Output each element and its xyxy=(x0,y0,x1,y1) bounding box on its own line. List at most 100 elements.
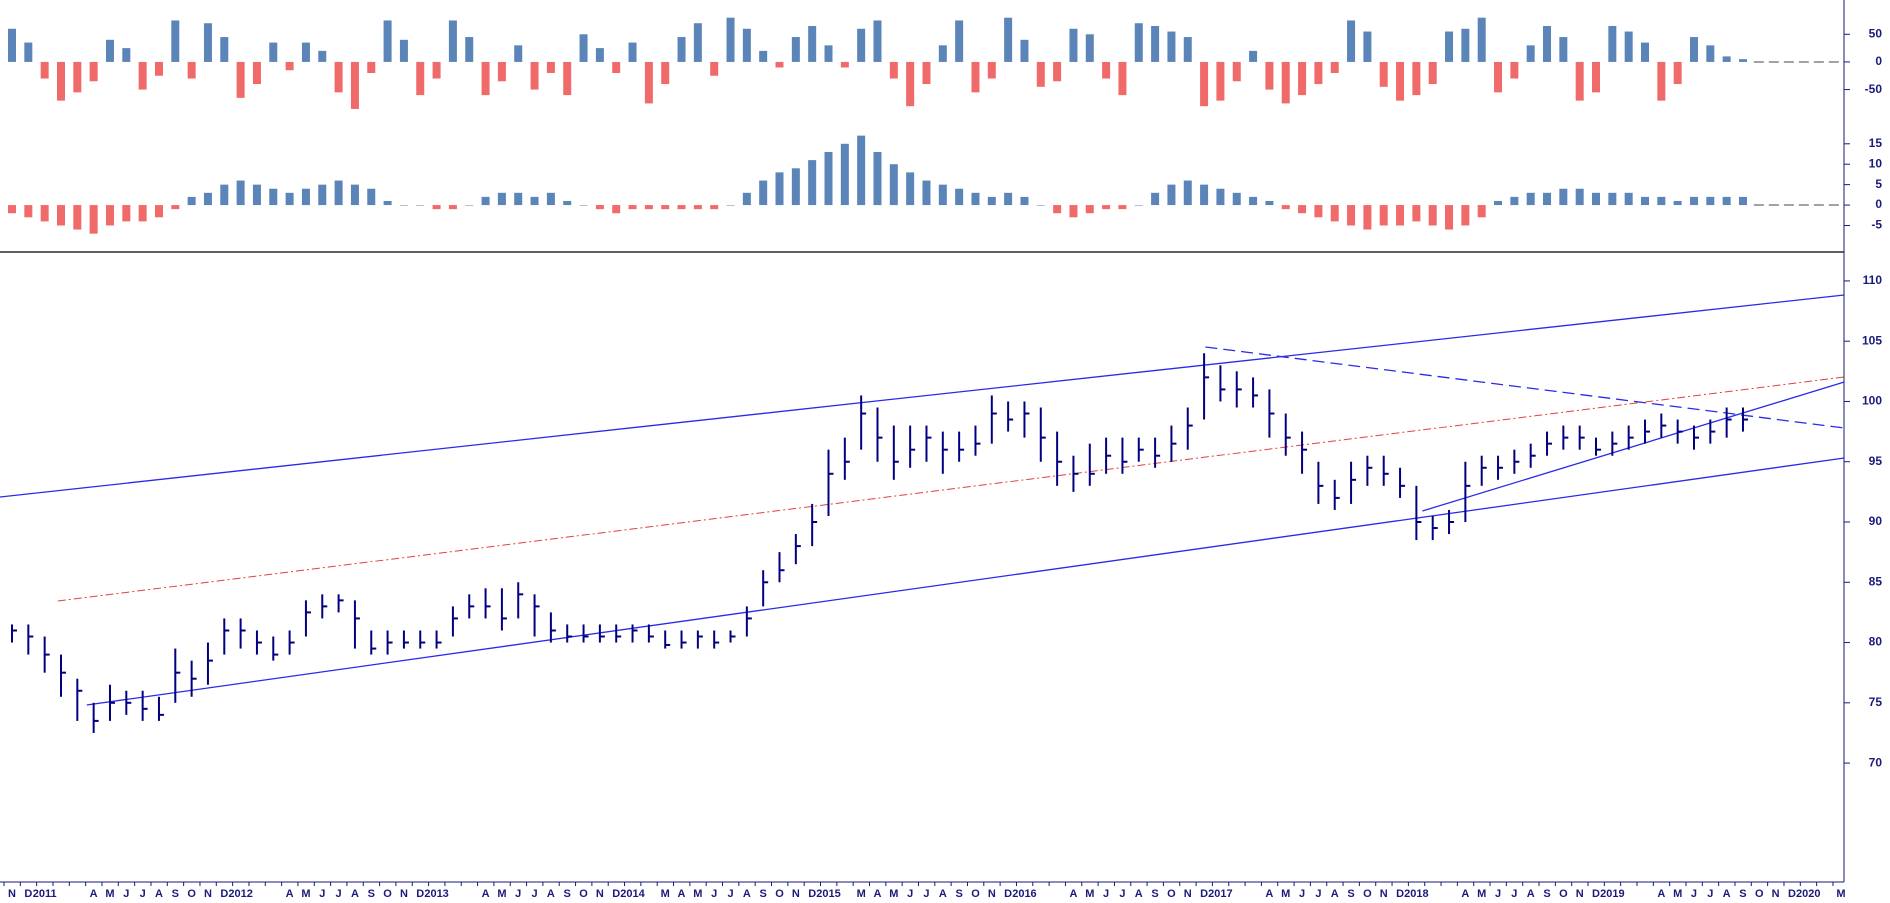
x-tick-label: J xyxy=(1511,888,1517,900)
bar xyxy=(710,205,719,210)
bar xyxy=(1004,17,1013,62)
x-tick-label: O xyxy=(1363,888,1372,900)
y-tick-label: 110 xyxy=(1863,273,1883,287)
bar xyxy=(8,205,16,214)
bar xyxy=(873,151,882,206)
bar xyxy=(448,205,457,210)
bar xyxy=(906,172,915,206)
bar xyxy=(742,192,751,206)
bar xyxy=(1330,205,1339,222)
resistance-line xyxy=(1205,347,1844,428)
bar xyxy=(187,61,196,79)
bar xyxy=(383,20,392,62)
bar xyxy=(1314,61,1323,85)
bar xyxy=(1036,205,1045,206)
bar xyxy=(530,196,539,206)
x-tick-label: A xyxy=(874,888,882,900)
y-tick-label: 50 xyxy=(1869,26,1883,40)
x-tick-label: D xyxy=(416,888,424,900)
bar xyxy=(138,205,147,222)
bar xyxy=(1543,192,1552,206)
bar xyxy=(955,188,964,206)
bar xyxy=(1608,192,1617,206)
x-tick-label: 2015 xyxy=(816,888,840,900)
bar xyxy=(1216,61,1225,101)
bar xyxy=(791,37,800,62)
bar xyxy=(938,45,947,62)
bar xyxy=(595,205,604,210)
x-tick-label: 2013 xyxy=(424,888,448,900)
bar xyxy=(465,205,474,206)
bar xyxy=(203,192,212,206)
bar xyxy=(1689,37,1698,62)
x-tick-label: D xyxy=(1200,888,1208,900)
x-tick-label: O xyxy=(1755,888,1764,900)
bar xyxy=(987,61,996,79)
bar xyxy=(1673,61,1682,85)
bar xyxy=(89,61,98,82)
bar xyxy=(1477,205,1486,218)
x-tick-label: D xyxy=(1788,888,1796,900)
bar xyxy=(628,42,637,62)
x-tick-label: M xyxy=(105,888,114,900)
bar xyxy=(579,34,588,62)
bar xyxy=(1738,59,1747,62)
bar xyxy=(432,61,441,79)
bar xyxy=(677,205,686,210)
x-tick-label: S xyxy=(1739,888,1746,900)
x-tick-label: 2020 xyxy=(1796,888,1820,900)
x-tick-label: J xyxy=(923,888,929,900)
x-tick-label: M xyxy=(1281,888,1290,900)
bar xyxy=(1085,205,1094,214)
x-tick-label: A xyxy=(1331,888,1339,900)
x-tick-label: S xyxy=(760,888,767,900)
bar xyxy=(171,205,180,210)
x-tick-label: A xyxy=(482,888,490,900)
bar xyxy=(1445,205,1454,230)
bar xyxy=(1265,200,1274,206)
x-tick-label: D xyxy=(1004,888,1012,900)
bar xyxy=(1624,31,1633,62)
x-tick-label: A xyxy=(939,888,947,900)
x-tick-label: J xyxy=(319,888,325,900)
bar xyxy=(1477,17,1486,62)
y-tick-label: 5 xyxy=(1875,177,1882,191)
bar xyxy=(334,180,343,206)
bar xyxy=(105,205,114,226)
y-tick-label: 15 xyxy=(1869,136,1883,150)
x-tick-label: N xyxy=(1772,888,1780,900)
x-tick-label: A xyxy=(547,888,555,900)
x-tick-label: M xyxy=(301,888,310,900)
bar xyxy=(1575,188,1584,206)
x-tick-label: J xyxy=(1707,888,1713,900)
bar xyxy=(1347,20,1356,62)
x-tick-label: A xyxy=(1527,888,1535,900)
bar xyxy=(1559,188,1568,206)
bar xyxy=(1641,42,1649,62)
bar xyxy=(514,45,523,62)
bar xyxy=(24,42,33,62)
bar xyxy=(1379,205,1388,226)
bar xyxy=(1167,31,1176,62)
bar xyxy=(24,205,33,218)
lower-channel xyxy=(87,458,1844,705)
bar xyxy=(971,192,980,206)
bar xyxy=(628,205,637,210)
x-tick-label: O xyxy=(187,888,196,900)
x-tick-label: M xyxy=(497,888,506,900)
x-tick-label: 2019 xyxy=(1600,888,1624,900)
x-tick-label: A xyxy=(351,888,359,900)
bar xyxy=(922,61,931,85)
bar xyxy=(1396,205,1405,226)
y-tick-label: 85 xyxy=(1869,574,1883,588)
bar xyxy=(840,143,849,206)
bar xyxy=(1722,196,1731,206)
x-tick-label: J xyxy=(1315,888,1321,900)
y-tick-label: 70 xyxy=(1869,755,1883,769)
bar xyxy=(759,180,768,206)
bar xyxy=(987,196,996,206)
x-tick-label: S xyxy=(1151,888,1158,900)
bar xyxy=(693,23,702,62)
x-tick-label: J xyxy=(1691,888,1697,900)
